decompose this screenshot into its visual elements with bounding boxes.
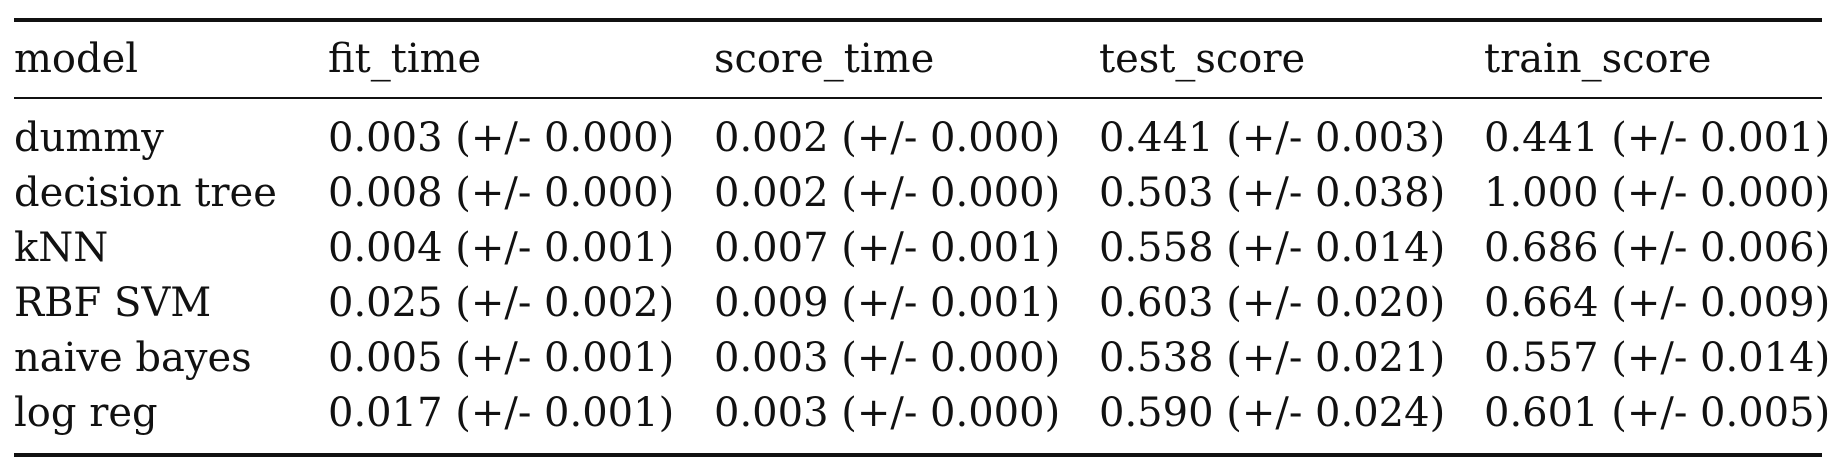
cell-train-score: 0.686 (+/- 0.006) <box>1484 225 1831 271</box>
cell-train-score: 1.000 (+/- 0.000) <box>1484 170 1831 216</box>
header-row: model fit_time score_time test_score tra… <box>14 22 1822 97</box>
header-test-score: test_score <box>1099 36 1306 82</box>
cell-fit-time: 0.003 (+/- 0.000) <box>328 115 675 161</box>
cell-score-time: 0.002 (+/- 0.000) <box>714 170 1061 216</box>
cell-fit-time: 0.005 (+/- 0.001) <box>328 335 675 381</box>
cell-train-score: 0.601 (+/- 0.005) <box>1484 390 1831 436</box>
table-row: dummy 0.003 (+/- 0.000) 0.002 (+/- 0.000… <box>14 111 1831 166</box>
cell-score-time: 0.007 (+/- 0.001) <box>714 225 1061 271</box>
header-train-score: train_score <box>1484 36 1712 82</box>
cell-test-score: 0.558 (+/- 0.014) <box>1099 225 1446 271</box>
cell-score-time: 0.009 (+/- 0.001) <box>714 280 1061 326</box>
cell-fit-time: 0.025 (+/- 0.002) <box>328 280 675 326</box>
results-table: model fit_time score_time test_score tra… <box>14 22 1822 97</box>
cell-fit-time: 0.004 (+/- 0.001) <box>328 225 675 271</box>
table-row: decision tree 0.008 (+/- 0.000) 0.002 (+… <box>14 166 1831 221</box>
cell-test-score: 0.603 (+/- 0.020) <box>1099 280 1446 326</box>
bottom-rule <box>14 453 1822 457</box>
cell-model: dummy <box>14 115 164 161</box>
cell-model: RBF SVM <box>14 280 212 326</box>
cell-score-time: 0.002 (+/- 0.000) <box>714 115 1061 161</box>
table-row: log reg 0.017 (+/- 0.001) 0.003 (+/- 0.0… <box>14 386 1831 441</box>
table-row: RBF SVM 0.025 (+/- 0.002) 0.009 (+/- 0.0… <box>14 276 1831 331</box>
top-rule <box>14 18 1822 22</box>
spacer <box>14 99 1822 111</box>
cell-model: naive bayes <box>14 335 252 381</box>
cell-score-time: 0.003 (+/- 0.000) <box>714 335 1061 381</box>
cell-train-score: 0.441 (+/- 0.001) <box>1484 115 1831 161</box>
cell-fit-time: 0.017 (+/- 0.001) <box>328 390 675 436</box>
spacer <box>14 441 1822 453</box>
cell-test-score: 0.441 (+/- 0.003) <box>1099 115 1446 161</box>
header-model: model <box>14 36 139 82</box>
cell-model: log reg <box>14 390 158 436</box>
table-row: kNN 0.004 (+/- 0.001) 0.007 (+/- 0.001) … <box>14 221 1831 276</box>
cell-test-score: 0.538 (+/- 0.021) <box>1099 335 1446 381</box>
header-rule <box>14 97 1822 99</box>
cell-train-score: 0.664 (+/- 0.009) <box>1484 280 1831 326</box>
results-table-body: dummy 0.003 (+/- 0.000) 0.002 (+/- 0.000… <box>14 111 1831 441</box>
cell-model: kNN <box>14 225 109 271</box>
cell-score-time: 0.003 (+/- 0.000) <box>714 390 1061 436</box>
header-score-time: score_time <box>714 36 935 82</box>
cell-model: decision tree <box>14 170 277 216</box>
cell-test-score: 0.590 (+/- 0.024) <box>1099 390 1446 436</box>
cell-test-score: 0.503 (+/- 0.038) <box>1099 170 1446 216</box>
table-row: naive bayes 0.005 (+/- 0.001) 0.003 (+/-… <box>14 331 1831 386</box>
header-fit-time: fit_time <box>328 36 482 82</box>
cell-fit-time: 0.008 (+/- 0.000) <box>328 170 675 216</box>
results-table-container: model fit_time score_time test_score tra… <box>14 18 1831 457</box>
cell-train-score: 0.557 (+/- 0.014) <box>1484 335 1831 381</box>
